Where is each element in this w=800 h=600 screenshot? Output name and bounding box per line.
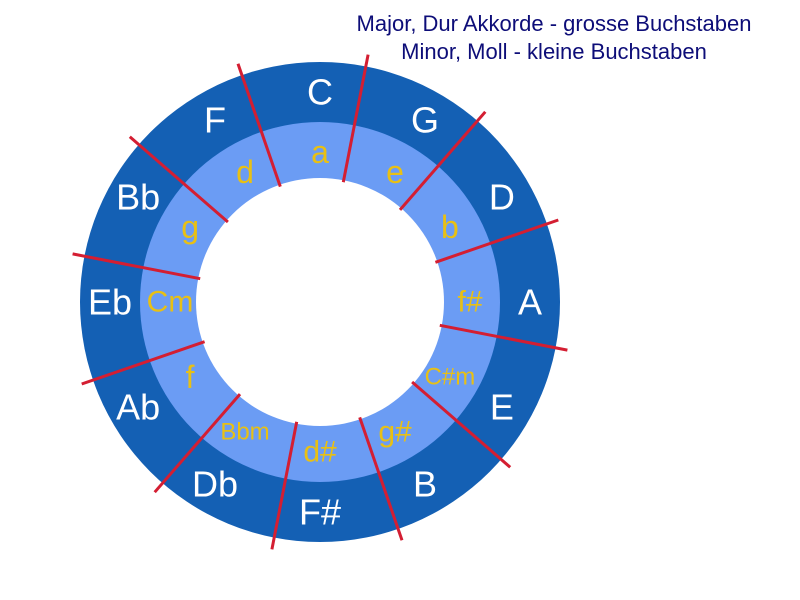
minor-chord-label: Cm [147,286,194,319]
divider-line [270,421,299,550]
major-chord-label: G [411,100,439,141]
center-hole [196,178,444,426]
major-chord-label: Db [192,463,238,504]
major-chord-label: A [518,282,542,323]
divider-line [358,416,404,541]
minor-chord-label: d [236,154,254,190]
major-chord-label: Eb [88,282,132,323]
minor-chord-label: a [311,134,329,170]
minor-chord-label: d# [303,436,337,469]
divider-line [341,54,370,183]
divider-line [398,110,487,211]
divider-line [439,323,568,352]
major-chord-label: F# [299,492,341,533]
divider-line [236,63,282,188]
divider-line [153,393,242,494]
divider-line [81,340,206,386]
major-chord-label: C [307,72,333,113]
divider-line [411,380,512,469]
divider-line [72,252,201,281]
minor-chord-label: C#m [425,364,476,391]
legend-minor-line: Minor, Moll - kleine Buchstaben [401,39,707,64]
minor-chord-label: g [181,209,199,245]
minor-chord-label: e [386,154,404,190]
major-chord-label: B [413,463,437,504]
minor-chord-label: Bbm [220,418,269,445]
legend: Major, Dur Akkorde - grosse Buchstaben M… [318,10,790,66]
major-chord-label: F [204,100,226,141]
divider-line [128,135,229,224]
major-chord-label: Bb [116,177,160,218]
minor-chord-label: b [441,209,459,245]
major-chord-label: Ab [116,387,160,428]
minor-chord-label: f# [457,286,482,319]
segment-dividers [72,54,568,550]
minor-chord-label: f [186,359,195,395]
major-chord-label: E [490,387,514,428]
legend-major-line: Major, Dur Akkorde - grosse Buchstaben [356,11,752,36]
segment-labels: Ca Ge Db Af# E C#m Bg# F# d# Db Bbm Abf Eb Cm Bbg Fd [88,72,542,533]
major-chord-label: D [489,177,515,218]
divider-line [434,218,559,264]
minor-chord-label: g# [378,415,412,448]
